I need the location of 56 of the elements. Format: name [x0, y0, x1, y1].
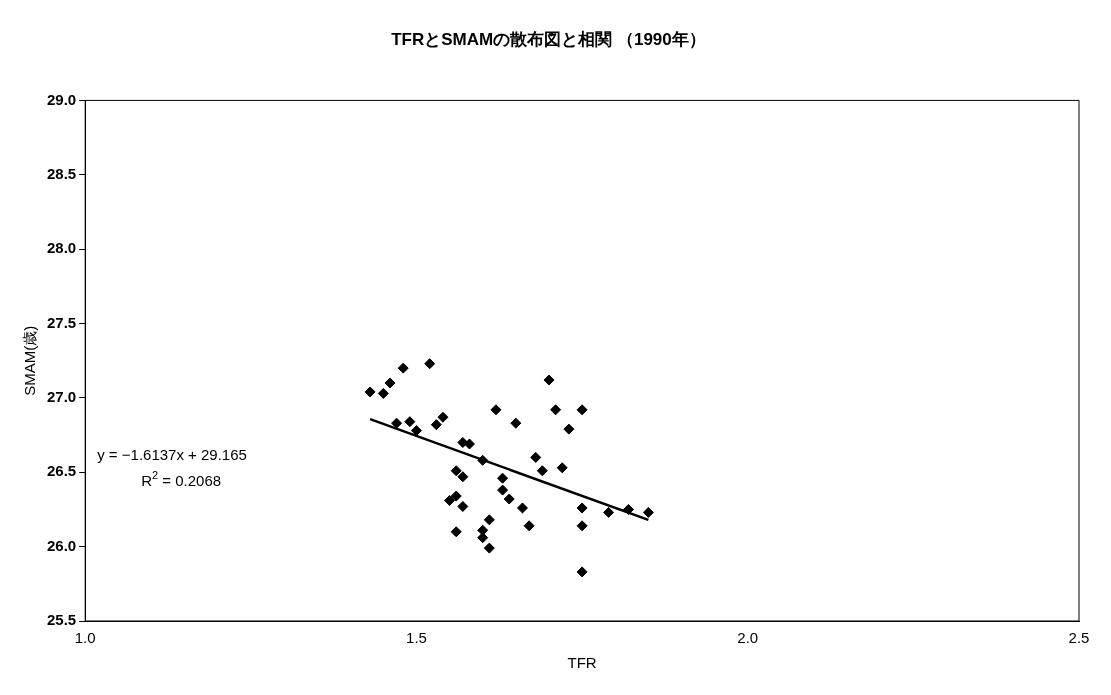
point — [550, 404, 562, 416]
point — [490, 404, 502, 416]
point — [477, 524, 489, 536]
x-tick-label: 2.5 — [1068, 629, 1090, 647]
point — [377, 387, 389, 399]
y-axis-title: SMAM(歳) — [21, 325, 39, 396]
y-tick-label: 25.5 — [46, 611, 77, 629]
y-tick-label: 29.0 — [46, 90, 77, 108]
y-tick-label: 26.5 — [46, 462, 77, 480]
point — [543, 374, 555, 386]
point — [404, 416, 416, 428]
y-tick-label: 28.0 — [46, 239, 77, 257]
point — [563, 423, 575, 435]
point — [510, 417, 522, 429]
chart-title: TFRとSMAMの散布図と相関 （1990年） — [391, 29, 706, 49]
point — [424, 358, 436, 370]
point — [497, 484, 509, 496]
point — [576, 502, 588, 514]
point — [477, 532, 489, 544]
point — [622, 503, 634, 515]
point — [483, 542, 495, 554]
point — [536, 465, 548, 477]
point — [477, 454, 489, 466]
point — [450, 526, 462, 538]
point — [576, 404, 588, 416]
annotation: y = −1.6137x + 29.165 — [97, 446, 247, 464]
x-tick-label: 1.5 — [406, 629, 427, 647]
point — [497, 472, 509, 484]
y-tick-label: 27.5 — [46, 313, 77, 331]
point — [364, 386, 376, 398]
point — [603, 506, 615, 518]
point — [457, 500, 469, 512]
point — [444, 495, 456, 507]
point — [437, 411, 449, 423]
point — [430, 419, 442, 431]
y-tick-label: 28.5 — [46, 164, 77, 182]
point — [530, 451, 542, 463]
point — [576, 566, 588, 578]
x-axis-title: TFR — [567, 654, 597, 672]
y-tick-label: 27.0 — [46, 388, 77, 406]
point — [457, 471, 469, 483]
point — [576, 520, 588, 532]
point — [384, 377, 396, 389]
x-tick-label: 2.0 — [737, 629, 759, 647]
point — [503, 493, 515, 505]
point — [391, 417, 403, 429]
point — [556, 462, 568, 474]
point — [450, 465, 462, 477]
point — [523, 520, 535, 532]
x-tick-label: 1.0 — [74, 629, 96, 647]
point — [483, 514, 495, 526]
point — [397, 362, 409, 374]
y-tick-label: 26.0 — [46, 536, 77, 554]
point — [642, 506, 654, 518]
point — [516, 502, 528, 514]
point — [450, 490, 462, 502]
